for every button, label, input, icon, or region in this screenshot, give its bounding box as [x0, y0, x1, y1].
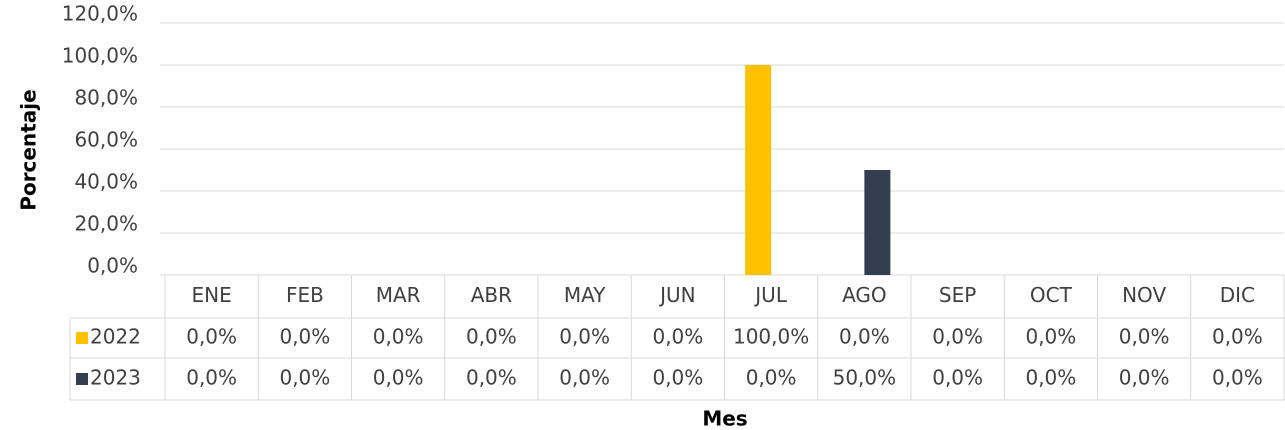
table-value: 0,0% — [746, 366, 797, 390]
table-value: 0,0% — [559, 325, 610, 349]
table-value: 0,0% — [652, 325, 703, 349]
table-value: 50,0% — [833, 366, 897, 390]
x-axis-title: Mes — [702, 407, 747, 430]
x-tick-label: FEB — [286, 283, 324, 307]
table-value: 0,0% — [373, 325, 424, 349]
table-value: 0,0% — [466, 325, 517, 349]
table-value: 0,0% — [186, 366, 237, 390]
x-tick-label: ABR — [471, 283, 512, 307]
x-tick-label: AGO — [842, 283, 887, 307]
y-axis-title: Porcentaje — [17, 89, 41, 210]
x-tick-label: MAY — [564, 283, 606, 307]
table-value: 0,0% — [1119, 366, 1170, 390]
table-value: 0,0% — [932, 366, 983, 390]
legend-marker — [76, 332, 88, 344]
y-tick-label: 60,0% — [74, 128, 138, 152]
table-value: 0,0% — [279, 325, 330, 349]
table-value: 0,0% — [1212, 325, 1263, 349]
table-value: 0,0% — [1212, 366, 1263, 390]
y-tick-label: 20,0% — [74, 212, 138, 236]
y-tick-label: 0,0% — [87, 254, 138, 278]
table-value: 0,0% — [1025, 325, 1076, 349]
y-tick-label: 80,0% — [74, 86, 138, 110]
legend-label: 2022 — [90, 325, 141, 349]
y-tick-label: 120,0% — [62, 2, 138, 26]
table-value: 0,0% — [1025, 366, 1076, 390]
table-value: 0,0% — [652, 366, 703, 390]
table-value: 0,0% — [373, 366, 424, 390]
x-tick-label: NOV — [1122, 283, 1166, 307]
table-value: 0,0% — [1119, 325, 1170, 349]
table-value: 0,0% — [839, 325, 890, 349]
bar — [745, 65, 772, 275]
y-tick-label: 40,0% — [74, 170, 138, 194]
table-value: 100,0% — [733, 325, 809, 349]
x-tick-label: JUN — [658, 283, 696, 307]
table-value: 0,0% — [559, 366, 610, 390]
bar — [864, 170, 891, 275]
legend-marker — [76, 373, 88, 385]
x-tick-label: MAR — [376, 283, 421, 307]
x-tick-label: OCT — [1030, 283, 1073, 307]
x-tick-label: ENE — [192, 283, 232, 307]
legend-label: 2023 — [90, 366, 141, 390]
x-tick-label: JUL — [753, 283, 788, 307]
table-value: 0,0% — [466, 366, 517, 390]
table-value: 0,0% — [279, 366, 330, 390]
table-value: 0,0% — [186, 325, 237, 349]
x-tick-label: SEP — [939, 283, 976, 307]
x-tick-label: DIC — [1220, 283, 1255, 307]
table-value: 0,0% — [932, 325, 983, 349]
y-tick-label: 100,0% — [62, 44, 138, 68]
